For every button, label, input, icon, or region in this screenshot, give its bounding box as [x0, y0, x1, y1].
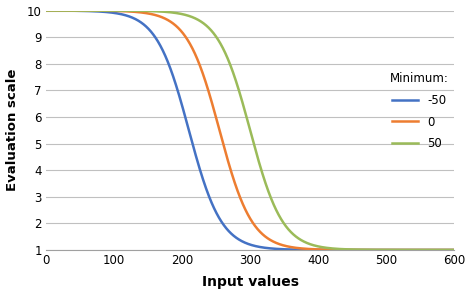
50 — [242, 108, 247, 112]
-50 — [43, 9, 49, 12]
0 — [231, 178, 236, 181]
50 — [439, 248, 445, 252]
Y-axis label: Evaluation scale: Evaluation scale — [6, 69, 18, 191]
-50 — [231, 234, 236, 237]
Line: 0: 0 — [46, 11, 455, 250]
Line: 50: 50 — [46, 11, 455, 250]
X-axis label: Input values: Input values — [202, 276, 299, 289]
50 — [365, 248, 370, 252]
-50 — [64, 9, 70, 12]
-50 — [439, 248, 445, 252]
50 — [452, 248, 457, 252]
-50 — [365, 248, 370, 252]
0 — [452, 248, 457, 252]
-50 — [439, 248, 445, 252]
0 — [43, 9, 49, 12]
Legend: -50, 0, 50: -50, 0, 50 — [390, 72, 448, 150]
0 — [64, 9, 70, 12]
0 — [439, 248, 445, 252]
-50 — [452, 248, 457, 252]
Line: -50: -50 — [46, 11, 455, 250]
50 — [231, 73, 236, 76]
50 — [43, 9, 49, 12]
50 — [64, 9, 70, 12]
0 — [242, 206, 247, 209]
0 — [365, 248, 370, 252]
50 — [439, 248, 445, 252]
-50 — [242, 241, 247, 244]
0 — [439, 248, 445, 252]
